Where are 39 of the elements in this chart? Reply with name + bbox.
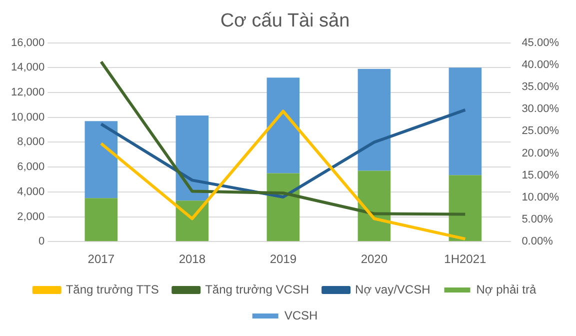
bar [448,175,482,242]
y-tick-label: 8,000 [17,136,45,148]
y-tick-label: 4,000 [17,186,45,198]
bar [358,170,391,242]
bar [358,68,391,171]
y2-tick-label: 15.00% [522,169,560,182]
y2-tick-label: 30.00% [522,103,560,116]
bar [266,173,300,242]
y2-tick-label: 5.00% [522,214,554,226]
y-tick-label: 2,000 [17,210,45,223]
y2-tick-label: 45.00% [522,36,560,49]
bar [266,78,300,174]
y2-tick-label: 35.00% [522,81,560,94]
x-tick-label: 1H2021 [444,252,487,266]
y-tick-label: 6,000 [17,161,45,174]
bar [176,115,209,201]
y2-tick-label: 20.00% [522,147,560,160]
chart-title: Cơ cấu Tài sản [220,10,350,32]
x-tick-label: 2017 [88,252,115,266]
y2-tick-label: 10.00% [522,191,560,204]
legend-label: Tăng trưởng VCSH [205,282,310,296]
legend-label: Tăng trưởng TTS [66,282,159,296]
y2-tick-label: 0.00% [522,236,554,248]
legend-label: Nợ vay/VCSH [355,282,430,296]
bar [84,121,118,198]
legend-label: VCSH [284,308,318,322]
x-tick-label: 2020 [360,252,388,266]
y-tick-label: 12,000 [10,86,45,99]
y2-tick-label: 25.00% [522,125,560,138]
x-tick-label: 2019 [270,252,297,266]
y-tick-label: 10,000 [10,111,45,124]
y2-tick-label: 40.00% [522,58,560,71]
y-tick-label: 14,000 [10,62,45,74]
bar [84,198,118,242]
bar [448,68,482,176]
y-tick-label: 16,000 [10,36,45,49]
y-tick-label: 0 [38,236,45,248]
legend-label: Nợ phải trả [476,282,536,296]
x-tick-label: 2018 [178,252,206,266]
